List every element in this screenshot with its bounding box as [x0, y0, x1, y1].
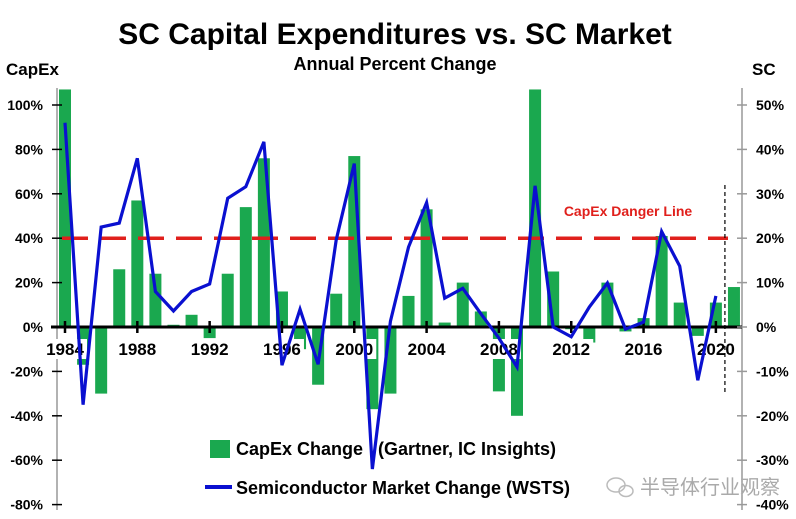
x-tick-label-bg: [621, 339, 666, 359]
left-tick-label: 40%: [15, 230, 44, 246]
chart-subtitle: Annual Percent Change: [293, 54, 496, 74]
right-tick-label: 40%: [756, 141, 785, 157]
x-tick-label: 1984: [46, 340, 84, 359]
left-axis-label: CapEx: [6, 60, 59, 79]
left-tick-label: -60%: [10, 452, 43, 468]
right-axis-label: SC: [752, 60, 776, 79]
x-tick-label: 2000: [335, 340, 373, 359]
right-tick-label: -40%: [756, 497, 789, 513]
market-line: [63, 122, 718, 470]
watermark: 半导体行业观察: [640, 476, 780, 499]
x-tick-label-bg: [187, 339, 232, 359]
capex-bar-1986: [95, 327, 108, 394]
capex-bar-1999: [330, 293, 343, 327]
capex-bar-1991: [185, 314, 198, 327]
capex-bar-1994: [239, 207, 252, 327]
right-tick-label: 0%: [756, 319, 777, 335]
left-tick-label: 60%: [15, 186, 44, 202]
x-tick-label: 1988: [118, 340, 156, 359]
capex-bar-2013: [583, 327, 596, 343]
capex-bar-1988: [131, 200, 144, 327]
x-tick-label-bg: [115, 339, 160, 359]
x-tick-label: 2004: [408, 340, 446, 359]
x-tick-label-bg: [549, 339, 594, 359]
right-tick-label: -20%: [756, 408, 789, 424]
x-tick-label: 2008: [480, 340, 518, 359]
left-tick-label: 0%: [23, 319, 44, 335]
right-tick-label: -10%: [756, 363, 789, 379]
legend-capex-swatch: [210, 440, 230, 458]
right-tick-label: 20%: [756, 230, 785, 246]
capex-bar-2003: [402, 295, 415, 327]
right-tick-label: 50%: [756, 97, 785, 113]
capex-bar-2018: [673, 302, 686, 327]
x-tick-label-bg: [404, 339, 449, 359]
left-tick-label: 20%: [15, 275, 44, 291]
danger-line-label: CapEx Danger Line: [564, 203, 693, 219]
right-tick-label: 30%: [756, 186, 785, 202]
capex-bar-2010: [529, 89, 542, 328]
x-tick-label-bg: [43, 339, 87, 359]
capex-bar-1987: [113, 269, 126, 327]
left-tick-label: 80%: [15, 141, 44, 157]
right-tick-label: -30%: [756, 452, 789, 468]
capex-bar-2019: [691, 327, 704, 336]
capex-bar-1989: [149, 273, 162, 327]
chart-title: SC Capital Expenditures vs. SC Market: [118, 18, 672, 51]
left-tick-label: -40%: [10, 408, 43, 424]
left-tick-label: -20%: [10, 363, 43, 379]
right-tick-label: 10%: [756, 275, 785, 291]
legend-capex-label: CapEx Change (Gartner, IC Insights): [236, 439, 556, 459]
left-tick-label: -80%: [10, 497, 43, 513]
legend-market-label: Semiconductor Market Change (WSTS): [236, 478, 570, 498]
capex-bar-2021: [727, 287, 740, 327]
x-tick-label: 1992: [191, 340, 229, 359]
left-tick-label: 100%: [7, 97, 43, 113]
wechat-icon: [606, 477, 634, 498]
capex-bar-2005: [438, 322, 451, 327]
x-tick-label: 2012: [552, 340, 590, 359]
capex-bar-1995: [257, 158, 270, 327]
x-tick-label: 2016: [625, 340, 663, 359]
capex-bar-1993: [221, 273, 234, 327]
capex-bar-2017: [655, 235, 668, 327]
